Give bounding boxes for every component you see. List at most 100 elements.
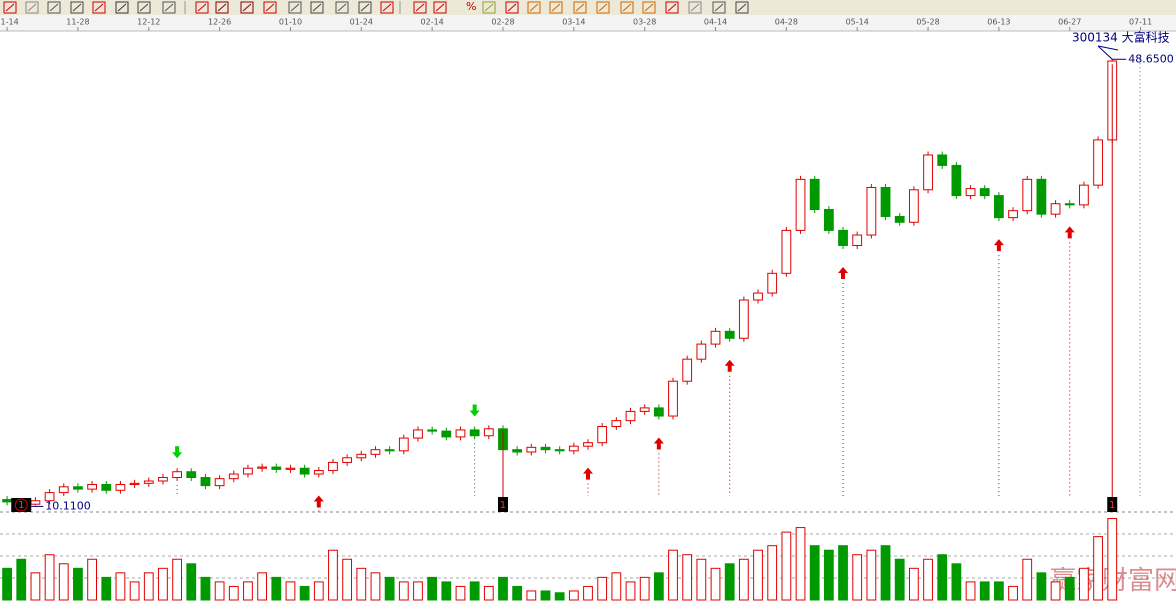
candle-body bbox=[965, 188, 976, 197]
toolbar-icon[interactable] bbox=[70, 1, 84, 14]
volume-bar bbox=[200, 576, 211, 601]
toolbar-icon[interactable] bbox=[47, 1, 61, 14]
toolbar-icon[interactable] bbox=[527, 1, 541, 14]
toolbar-icon[interactable] bbox=[413, 1, 427, 14]
x-tick-label: 03-28 bbox=[633, 18, 656, 27]
toolbar-icon-glyph bbox=[714, 3, 724, 12]
volume-bar bbox=[356, 567, 367, 601]
candle-body bbox=[2, 499, 12, 503]
toolbar-icon[interactable] bbox=[215, 1, 229, 14]
candle-body bbox=[540, 446, 551, 451]
candle-body bbox=[455, 429, 466, 438]
buy-arrow bbox=[313, 495, 324, 508]
volume-bar bbox=[625, 581, 636, 601]
toolbar-icon-glyph bbox=[312, 3, 322, 12]
toolbar-icon[interactable] bbox=[688, 1, 702, 14]
volume-bar bbox=[908, 567, 919, 601]
volume-bar bbox=[398, 581, 409, 601]
toolbar-icon[interactable] bbox=[642, 1, 656, 14]
candle-body bbox=[682, 358, 693, 382]
toolbar-percent[interactable]: % bbox=[466, 0, 476, 13]
volume-bar bbox=[1064, 576, 1075, 601]
candle-body bbox=[342, 457, 353, 463]
x-tick-label: 12-12 bbox=[137, 18, 160, 27]
toolbar-icon-glyph bbox=[72, 3, 82, 12]
x-tick-label: 02-28 bbox=[491, 18, 514, 27]
toolbar-icon[interactable] bbox=[573, 1, 587, 14]
volume-bar bbox=[370, 572, 381, 601]
volume-bar bbox=[809, 545, 820, 601]
candle-body bbox=[767, 272, 778, 294]
toolbar-icon-glyph bbox=[415, 3, 425, 12]
toolbar-icon[interactable] bbox=[335, 1, 349, 14]
toolbar-icon[interactable] bbox=[620, 1, 634, 14]
volume-bar bbox=[172, 558, 183, 601]
toolbar-icon[interactable] bbox=[240, 1, 254, 14]
candle-body bbox=[115, 483, 126, 491]
candle-body bbox=[271, 466, 282, 470]
candle-body bbox=[937, 154, 948, 166]
x-tick-label: 05-28 bbox=[916, 18, 939, 27]
toolbar-icon[interactable] bbox=[665, 1, 679, 14]
toolbar-icon[interactable] bbox=[358, 1, 372, 14]
volume-bar bbox=[724, 563, 735, 601]
toolbar-icon[interactable] bbox=[25, 1, 39, 14]
toolbar-icon[interactable] bbox=[735, 1, 749, 14]
volume-bar bbox=[483, 585, 494, 601]
toolbar-icon[interactable] bbox=[92, 1, 106, 14]
volume-bar bbox=[795, 527, 806, 601]
candle-body bbox=[908, 189, 919, 223]
toolbar-icon-glyph bbox=[575, 3, 585, 12]
volume-bar bbox=[73, 567, 83, 601]
symbol-label: 300134 大富科技 bbox=[1072, 30, 1170, 45]
toolbar-icon[interactable] bbox=[549, 1, 563, 14]
volume-bar bbox=[526, 590, 537, 601]
event-marker-label: 1 bbox=[18, 500, 24, 511]
toolbar-icon[interactable] bbox=[137, 1, 151, 14]
volume-bar bbox=[611, 572, 622, 601]
candle-body bbox=[894, 215, 905, 223]
buy-arrow bbox=[653, 437, 664, 450]
volume-bar bbox=[753, 549, 763, 601]
volume-bar bbox=[2, 567, 12, 601]
volume-bar bbox=[498, 576, 508, 601]
toolbar-icon[interactable] bbox=[310, 1, 324, 14]
volume-bar bbox=[58, 563, 69, 601]
toolbar-icon[interactable] bbox=[263, 1, 277, 14]
volume-bar bbox=[568, 590, 579, 601]
candle-body bbox=[838, 229, 848, 246]
toolbar-icon[interactable] bbox=[712, 1, 726, 14]
volume-bar bbox=[413, 581, 423, 601]
candle-body bbox=[668, 380, 678, 417]
toolbar-icon-glyph bbox=[27, 3, 37, 12]
candle-body bbox=[781, 229, 792, 274]
toolbar-icon-glyph bbox=[197, 3, 207, 12]
toolbar-icon[interactable] bbox=[596, 1, 610, 14]
toolbar-icon[interactable] bbox=[115, 1, 129, 14]
candle-body bbox=[101, 483, 112, 491]
volume-bar bbox=[965, 581, 976, 601]
volume-bar bbox=[313, 581, 324, 601]
toolbar-icon-glyph bbox=[690, 3, 700, 12]
volume-bar bbox=[87, 558, 97, 601]
x-tick-label: 06-13 bbox=[987, 18, 1010, 27]
volume-bar bbox=[738, 558, 749, 601]
volume-bar bbox=[512, 585, 523, 601]
toolbar-icon[interactable] bbox=[482, 1, 496, 14]
toolbar-icon[interactable] bbox=[162, 1, 176, 14]
toolbar-icon[interactable] bbox=[195, 1, 209, 14]
volume-bar bbox=[257, 572, 268, 601]
buy-arrow bbox=[724, 359, 735, 372]
candle-body bbox=[738, 299, 749, 339]
volume-bar bbox=[469, 581, 480, 601]
candle-body bbox=[299, 467, 310, 475]
toolbar-icon[interactable] bbox=[505, 1, 519, 14]
toolbar-icon[interactable] bbox=[288, 1, 302, 14]
toolbar-icon[interactable] bbox=[380, 1, 394, 14]
candle-body bbox=[809, 178, 820, 211]
toolbar-icon[interactable] bbox=[433, 1, 447, 14]
volume-bar bbox=[1079, 567, 1089, 601]
toolbar-icon[interactable] bbox=[3, 1, 17, 14]
symbol-leader bbox=[1097, 45, 1113, 60]
